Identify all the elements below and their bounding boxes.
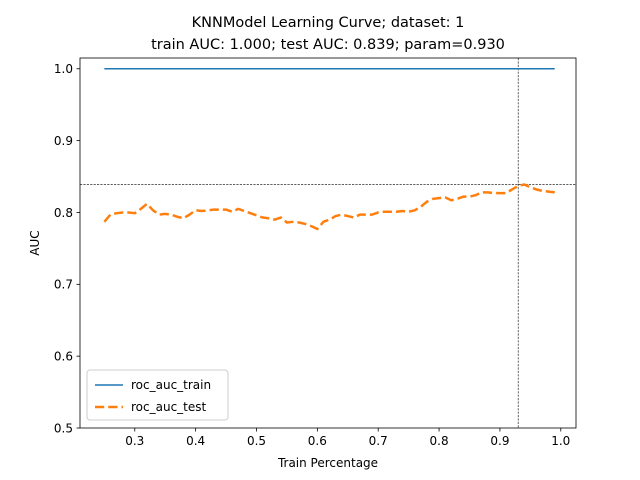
chart-title-line-2: train AUC: 1.000; test AUC: 0.839; param… xyxy=(151,37,505,53)
x-tick-label: 0.6 xyxy=(308,434,327,448)
x-axis-label: Train Percentage xyxy=(277,456,378,470)
axes-frame xyxy=(79,57,577,429)
y-tick-label: 0.5 xyxy=(54,421,73,435)
chart-title-line-1: KNNModel Learning Curve; dataset: 1 xyxy=(192,15,465,31)
plot-area: 0.3 0.4 0.5 0.6 0.7 0.8 0.9 1.0 0.5 0.6 0.7 0.8 0.9 1… xyxy=(54,57,577,448)
legend-label-test: roc_auc_test xyxy=(131,400,207,414)
x-tick-label: 0.3 xyxy=(125,434,144,448)
y-tick-label: 0.7 xyxy=(54,278,73,292)
legend: roc_auc_train roc_auc_test xyxy=(86,369,229,421)
legend-label-train: roc_auc_train xyxy=(131,378,211,392)
y-tick-label: 1.0 xyxy=(54,62,73,76)
y-axis-label: AUC xyxy=(28,230,42,255)
x-tick-label: 0.4 xyxy=(186,434,205,448)
x-tick-label: 0.5 xyxy=(247,434,266,448)
y-tick-label: 0.8 xyxy=(54,206,73,220)
x-tick-label: 0.9 xyxy=(490,434,509,448)
x-tick-label: 0.8 xyxy=(430,434,449,448)
x-tick-label: 1.0 xyxy=(551,434,570,448)
y-tick-label: 0.9 xyxy=(54,134,73,148)
y-tick-label: 0.6 xyxy=(54,349,73,363)
x-tick-label: 0.7 xyxy=(369,434,388,448)
series-line-roc_auc_test xyxy=(103,183,555,231)
